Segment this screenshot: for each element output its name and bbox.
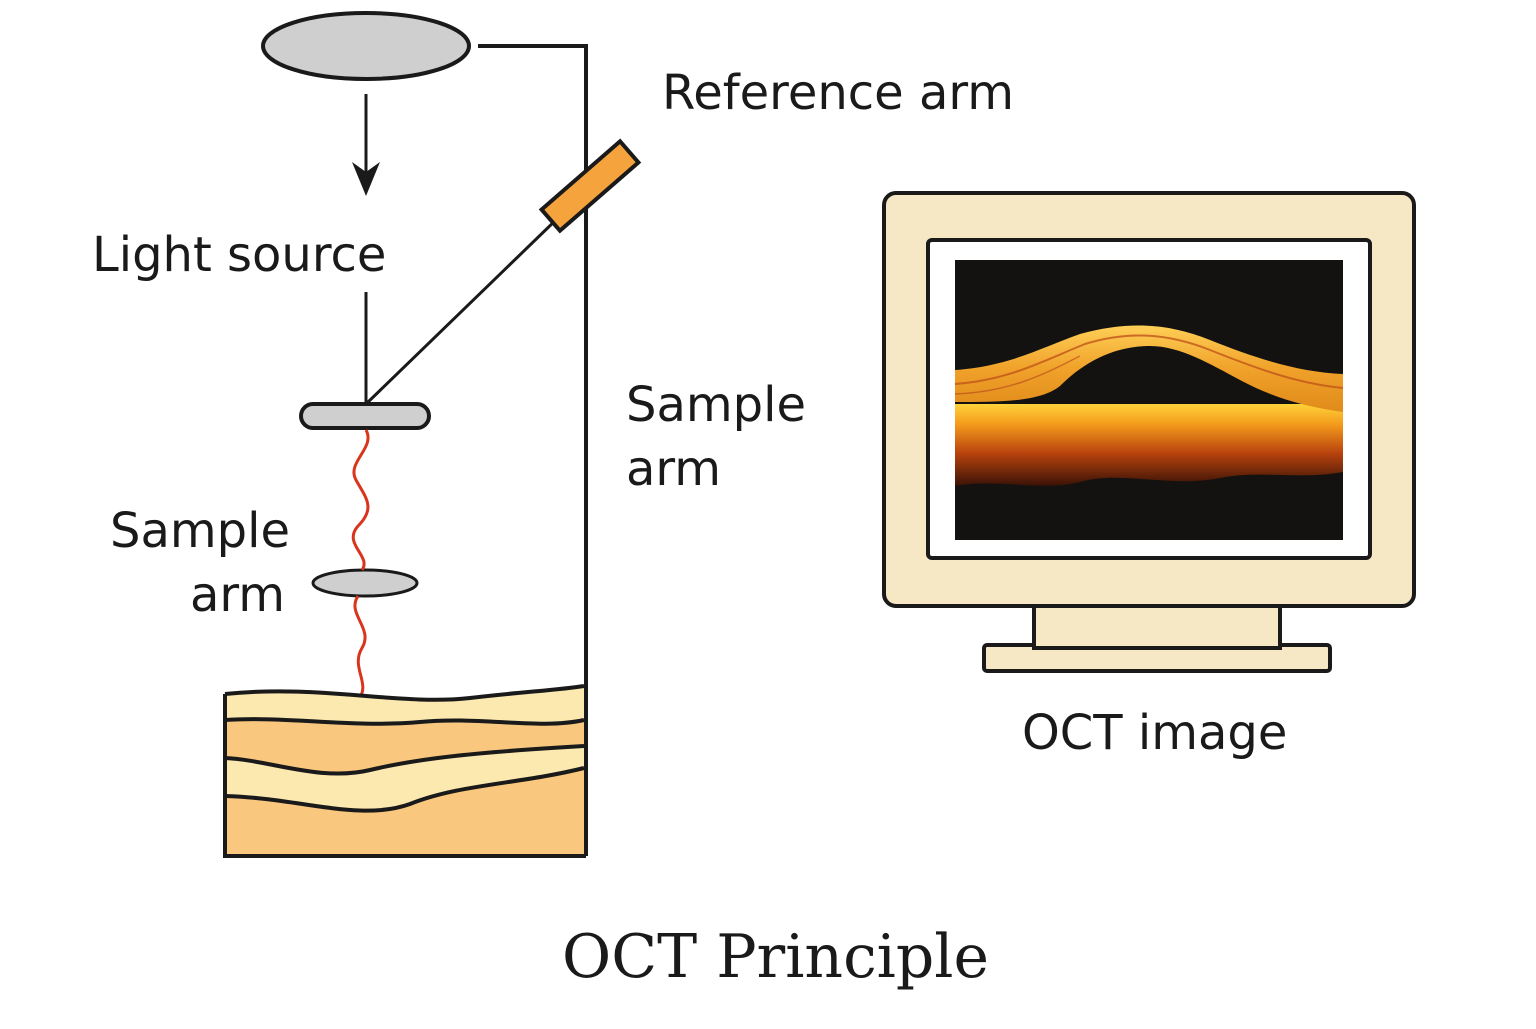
- sample-arm-lens: [311, 568, 419, 598]
- light-source-lens: [261, 11, 471, 81]
- splitter-to-mirror-line: [364, 214, 562, 406]
- reference-arm-label: Reference arm: [662, 65, 1015, 121]
- oct-image-label: OCT image: [1022, 705, 1288, 761]
- light-beam-wave-upper: [351, 429, 370, 571]
- reference-mirror: [538, 138, 642, 234]
- light-source-label: Light source: [92, 227, 387, 283]
- sample-arm-left-label-line1: Sample: [110, 503, 290, 559]
- light-direction-arrow: [352, 94, 380, 196]
- oct-scan-choroid: [955, 404, 1343, 486]
- oct-scan-background: [955, 260, 1343, 540]
- tissue-sample: [223, 684, 586, 858]
- sample-arm-right-label-line1: Sample: [626, 377, 806, 433]
- sample-arm-left-label-line2: arm: [190, 567, 286, 623]
- oct-scan-retina-layer: [955, 325, 1343, 412]
- diagram-title: OCT Principle: [562, 922, 989, 992]
- beam-splitter: [299, 402, 431, 430]
- monitor: [882, 191, 1416, 673]
- sample-arm-right-label-line2: arm: [626, 441, 722, 497]
- reference-path-line: [478, 44, 588, 856]
